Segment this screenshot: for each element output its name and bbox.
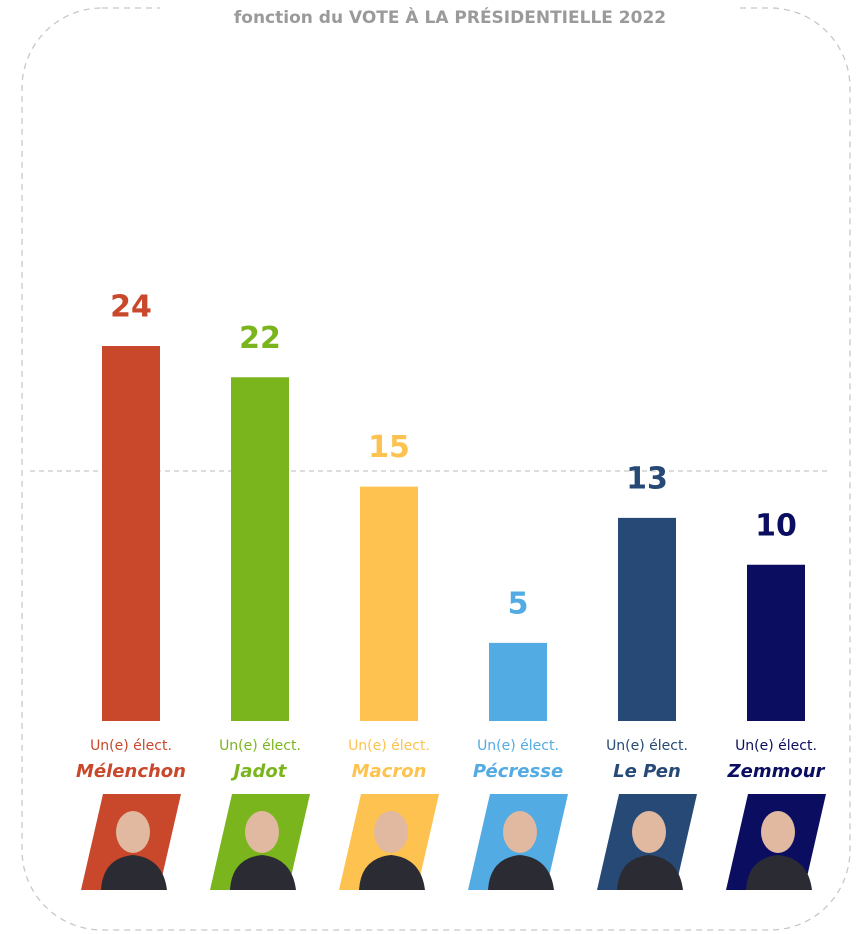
portrait-head bbox=[374, 811, 408, 853]
x-tick-label: Macron bbox=[352, 761, 427, 782]
bar bbox=[102, 346, 160, 721]
sublabel: Un(e) élect. bbox=[90, 738, 172, 754]
value-label: 15 bbox=[368, 430, 410, 465]
chart: fonction du VOTE À LA PRÉSIDENTIELLE 202… bbox=[0, 0, 856, 934]
portrait-head bbox=[116, 811, 150, 853]
sublabel: Un(e) élect. bbox=[477, 738, 559, 754]
x-tick-label: Pécresse bbox=[473, 761, 563, 782]
sublabel: Un(e) élect. bbox=[348, 738, 430, 754]
bar bbox=[747, 565, 805, 721]
portrait-head bbox=[761, 811, 795, 853]
value-label: 10 bbox=[755, 508, 797, 543]
bar bbox=[618, 518, 676, 721]
value-label: 5 bbox=[508, 586, 529, 621]
x-tick-label: Zemmour bbox=[727, 761, 826, 782]
x-tick-label: Le Pen bbox=[613, 761, 681, 782]
value-label: 13 bbox=[626, 461, 668, 496]
value-label: 22 bbox=[239, 321, 281, 356]
bar bbox=[231, 377, 289, 721]
x-tick-label: Mélenchon bbox=[76, 761, 186, 782]
x-tick-label: Jadot bbox=[231, 761, 288, 782]
chart-title: fonction du VOTE À LA PRÉSIDENTIELLE 202… bbox=[234, 6, 666, 28]
sublabel: Un(e) élect. bbox=[219, 738, 301, 754]
portrait-head bbox=[245, 811, 279, 853]
portrait-head bbox=[632, 811, 666, 853]
portrait-head bbox=[503, 811, 537, 853]
page: fonction du VOTE À LA PRÉSIDENTIELLE 202… bbox=[0, 0, 856, 934]
bar bbox=[489, 643, 547, 721]
value-label: 24 bbox=[110, 290, 152, 325]
sublabel: Un(e) élect. bbox=[606, 738, 688, 754]
bar bbox=[360, 487, 418, 721]
sublabel: Un(e) élect. bbox=[735, 738, 817, 754]
